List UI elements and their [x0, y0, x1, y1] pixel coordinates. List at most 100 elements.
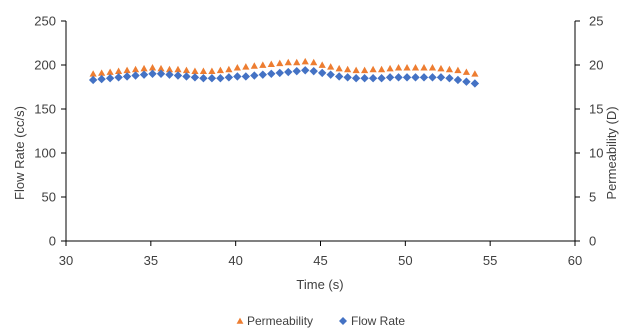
- permeability-point: [310, 58, 318, 66]
- flow-rate-point: [309, 66, 318, 76]
- permeability-point: [191, 67, 199, 75]
- flow-rate-point: [453, 75, 463, 85]
- flow-rate-point: [385, 73, 395, 82]
- flow-rate-point: [97, 74, 106, 84]
- flow-rate-point: [165, 70, 174, 79]
- flow-rate-point: [462, 77, 471, 86]
- flow-rate-point: [284, 67, 293, 77]
- flow-rate-point: [436, 73, 446, 82]
- y-left-tick-label: 250: [34, 14, 56, 29]
- flow-rate-point: [292, 66, 301, 76]
- permeability-point: [403, 64, 411, 71]
- permeability-point: [462, 68, 471, 75]
- flow-rate-point: [411, 73, 420, 82]
- permeability-point: [114, 67, 123, 75]
- flow-rate-point: [334, 72, 344, 81]
- y-right-tick-label: 0: [589, 234, 596, 249]
- x-tick-label: 45: [313, 253, 327, 268]
- series-permeability: [89, 57, 479, 77]
- permeability-point: [437, 64, 445, 72]
- permeability-point: [301, 57, 309, 65]
- permeability-point: [140, 64, 148, 72]
- permeability-point: [250, 62, 258, 69]
- flow-rate-point: [105, 74, 115, 83]
- permeability-point: [377, 65, 386, 73]
- legend: Permeability Flow Rate: [236, 314, 405, 328]
- y-right-tick-label: 10: [589, 146, 603, 161]
- permeability-point: [284, 58, 292, 66]
- flow-rate-point: [207, 74, 217, 83]
- permeability-point: [123, 66, 131, 74]
- permeability-point: [89, 70, 97, 77]
- flow-rate-point: [368, 74, 378, 83]
- y-right-tick-label: 15: [589, 102, 603, 117]
- x-tick-label: 30: [59, 253, 73, 268]
- permeability-point: [242, 63, 250, 70]
- permeability-point: [208, 67, 216, 75]
- flow-rate-point: [139, 70, 149, 79]
- flow-rate-point: [394, 73, 403, 82]
- y-right-axis-title: Permeability (D): [604, 106, 619, 199]
- permeability-point: [216, 66, 224, 74]
- legend-item-permeability: Permeability: [236, 314, 313, 328]
- y-left-ticks: 0 50 100 150 200 250: [34, 14, 66, 249]
- legend-marker-diamond: [339, 317, 347, 325]
- permeability-point: [199, 67, 208, 75]
- y-left-tick-label: 200: [34, 58, 56, 73]
- legend-item-flow-rate: Flow Rate: [339, 314, 405, 328]
- permeability-point: [420, 64, 428, 71]
- permeability-point: [454, 66, 462, 74]
- flow-rate-point: [377, 74, 386, 83]
- flow-rate-point: [428, 73, 437, 82]
- permeability-point: [233, 64, 241, 71]
- flow-rate-point: [351, 74, 361, 83]
- legend-label-permeability: Permeability: [247, 314, 313, 328]
- flow-rate-point: [148, 69, 157, 78]
- permeability-point: [165, 65, 174, 73]
- permeability-point: [327, 63, 335, 70]
- flow-rate-point: [445, 74, 454, 83]
- y-left-tick-label: 100: [34, 146, 56, 161]
- flow-rate-point: [190, 73, 200, 82]
- permeability-point: [369, 65, 377, 73]
- flow-rate-point: [419, 73, 429, 82]
- permeability-point: [131, 65, 140, 73]
- permeability-point: [106, 68, 114, 75]
- x-axis-title: Time (s): [296, 277, 343, 292]
- y-right-tick-label: 20: [589, 58, 603, 73]
- flow-rate-point: [216, 74, 225, 83]
- permeability-point: [225, 65, 233, 73]
- flow-rate-point: [173, 71, 183, 80]
- flow-rate-point: [114, 73, 123, 82]
- x-tick-label: 55: [483, 253, 497, 268]
- permeability-point: [428, 64, 437, 71]
- permeability-point: [276, 59, 284, 67]
- permeability-point: [174, 65, 182, 73]
- flow-rate-point: [275, 68, 284, 78]
- permeability-point: [335, 64, 343, 72]
- permeability-point: [471, 70, 479, 77]
- axes: [65, 21, 576, 242]
- permeability-point: [98, 69, 106, 76]
- x-ticks: 30 35 40 45 50 55 60: [59, 241, 582, 268]
- permeability-point: [352, 66, 360, 74]
- y-left-tick-label: 150: [34, 102, 56, 117]
- y-left-tick-label: 0: [49, 234, 56, 249]
- y-right-tick-label: 25: [589, 14, 603, 29]
- legend-label-flow-rate: Flow Rate: [351, 314, 405, 328]
- flow-rate-point: [402, 73, 412, 82]
- flow-rate-point: [182, 72, 191, 81]
- permeability-point: [445, 65, 454, 73]
- permeability-point: [293, 58, 301, 66]
- permeability-point: [157, 64, 165, 72]
- y-left-tick-label: 50: [42, 190, 56, 205]
- x-tick-label: 35: [144, 253, 158, 268]
- permeability-point: [394, 64, 403, 71]
- y-right-tick-label: 5: [589, 190, 596, 205]
- y-right-ticks: 0 5 10 15 20 25: [575, 14, 603, 249]
- flow-rate-point: [267, 69, 276, 78]
- permeability-point: [411, 64, 420, 71]
- permeability-point: [182, 66, 191, 74]
- flow-rate-point: [326, 70, 335, 79]
